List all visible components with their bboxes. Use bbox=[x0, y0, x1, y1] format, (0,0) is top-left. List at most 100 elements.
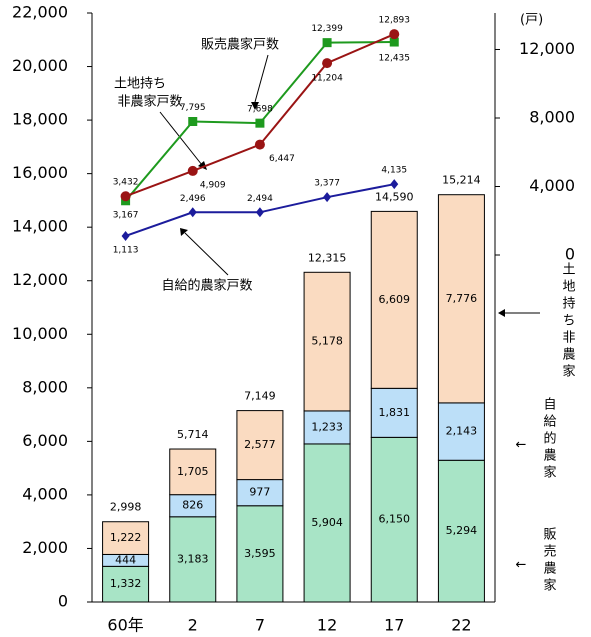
bar-segment bbox=[236, 410, 284, 481]
data-label: 2,494 bbox=[247, 194, 273, 204]
y2-tick-label: 0 bbox=[565, 245, 575, 264]
x-tick-label: 2 bbox=[188, 616, 198, 635]
x-tick-label: 22 bbox=[451, 616, 471, 635]
marker bbox=[188, 117, 198, 126]
bar-segment bbox=[102, 565, 150, 603]
total-label: 15,214 bbox=[442, 174, 481, 187]
y-tick-label: 6,000 bbox=[22, 431, 68, 450]
series-label: 土地持ち非農家 bbox=[560, 262, 576, 381]
x-tick-label: 17 bbox=[384, 616, 404, 635]
x-tick-label: 12 bbox=[317, 616, 337, 635]
y-tick-label: 8,000 bbox=[22, 377, 68, 396]
y-tick-label: 10,000 bbox=[12, 324, 68, 343]
marker bbox=[322, 58, 333, 69]
y-tick-label: 4,000 bbox=[22, 484, 68, 503]
data-label: 3,167 bbox=[113, 210, 139, 220]
bar-segment bbox=[102, 521, 150, 555]
data-label: 826 bbox=[182, 499, 203, 512]
marker bbox=[390, 179, 399, 190]
marker bbox=[255, 118, 265, 128]
data-label: 3,595 bbox=[244, 547, 276, 560]
data-label: 1,705 bbox=[177, 465, 209, 478]
data-label: 3,183 bbox=[177, 552, 209, 565]
data-label: 7,698 bbox=[247, 105, 273, 115]
arrowhead bbox=[198, 161, 207, 170]
data-label: 6,447 bbox=[269, 154, 295, 164]
y-tick-label: 2,000 bbox=[22, 538, 68, 557]
data-label: 12,435 bbox=[379, 54, 411, 64]
marker bbox=[389, 29, 400, 40]
data-label: 1,831 bbox=[379, 406, 411, 419]
bar-segment bbox=[236, 479, 284, 507]
bar-segment bbox=[370, 436, 418, 603]
data-label: 1,332 bbox=[110, 577, 142, 590]
y2-unit: (戸) bbox=[520, 13, 543, 28]
arrow-symbol: ← bbox=[516, 438, 527, 453]
x-tick-label: 7 bbox=[255, 616, 265, 635]
bar-segment bbox=[236, 505, 284, 603]
data-label: 3,432 bbox=[113, 178, 139, 188]
y2-tick-label: 8,000 bbox=[529, 107, 575, 126]
data-label: 6,150 bbox=[379, 513, 411, 526]
marker bbox=[255, 207, 264, 218]
bar-segment bbox=[370, 210, 418, 389]
data-label: 5,904 bbox=[311, 516, 343, 529]
arrowhead bbox=[251, 102, 259, 110]
line bbox=[125, 33, 395, 198]
bar-segment bbox=[303, 443, 351, 603]
data-label: 2,143 bbox=[446, 425, 478, 438]
x-tick-label: 60年 bbox=[107, 616, 143, 635]
y2-tick-label: 12,000 bbox=[519, 39, 575, 58]
y-tick-label: 0 bbox=[58, 592, 68, 611]
bar-segment bbox=[169, 516, 217, 603]
data-label: 1,222 bbox=[110, 531, 142, 544]
annotation: 土地持ち bbox=[114, 77, 166, 92]
data-label: 977 bbox=[249, 486, 270, 499]
total-label: 14,590 bbox=[375, 190, 414, 203]
data-label: 1,233 bbox=[311, 420, 343, 433]
data-label: 7,795 bbox=[180, 103, 206, 113]
data-label: 3,377 bbox=[314, 179, 340, 189]
marker bbox=[120, 191, 131, 202]
data-label: 444 bbox=[115, 553, 136, 566]
annotation: 自給的農家戸数 bbox=[161, 278, 252, 294]
data-label: 5,294 bbox=[446, 524, 478, 537]
arrowhead bbox=[180, 228, 188, 236]
y-tick-label: 14,000 bbox=[12, 217, 68, 236]
marker bbox=[187, 165, 198, 176]
y-tick-label: 18,000 bbox=[12, 110, 68, 129]
marker bbox=[121, 230, 130, 241]
y-tick-label: 16,000 bbox=[12, 163, 68, 182]
arrowhead bbox=[498, 309, 505, 317]
bar-segment bbox=[437, 459, 485, 603]
data-label: 1,113 bbox=[113, 245, 139, 255]
total-label: 7,149 bbox=[244, 390, 276, 403]
data-label: 5,178 bbox=[311, 335, 343, 348]
bar-segment bbox=[169, 448, 217, 496]
total-label: 5,714 bbox=[177, 428, 209, 441]
arrow bbox=[184, 232, 229, 276]
series-label: 販売農家 bbox=[541, 527, 557, 595]
series-label: 自給的農家 bbox=[541, 397, 557, 482]
data-label: 4,135 bbox=[381, 166, 407, 176]
bar-segment bbox=[370, 387, 418, 438]
total-label: 2,998 bbox=[110, 501, 142, 514]
total-label: 12,315 bbox=[308, 251, 347, 264]
y2-tick-label: 4,000 bbox=[529, 176, 575, 195]
y-tick-label: 22,000 bbox=[12, 3, 68, 22]
marker bbox=[254, 139, 265, 150]
annotation: 非農家戸数 bbox=[117, 94, 182, 110]
data-label: 12,893 bbox=[379, 16, 411, 26]
data-label: 7,776 bbox=[446, 292, 478, 305]
marker bbox=[188, 207, 197, 218]
y-tick-label: 20,000 bbox=[12, 56, 68, 75]
data-label: 12,399 bbox=[311, 24, 343, 34]
data-label: 4,909 bbox=[200, 180, 226, 190]
marker bbox=[389, 37, 399, 47]
marker bbox=[322, 38, 332, 48]
marker bbox=[323, 192, 332, 203]
bar-segment bbox=[437, 194, 485, 404]
bar-segment bbox=[303, 271, 351, 412]
arrow-symbol: ← bbox=[516, 558, 527, 573]
